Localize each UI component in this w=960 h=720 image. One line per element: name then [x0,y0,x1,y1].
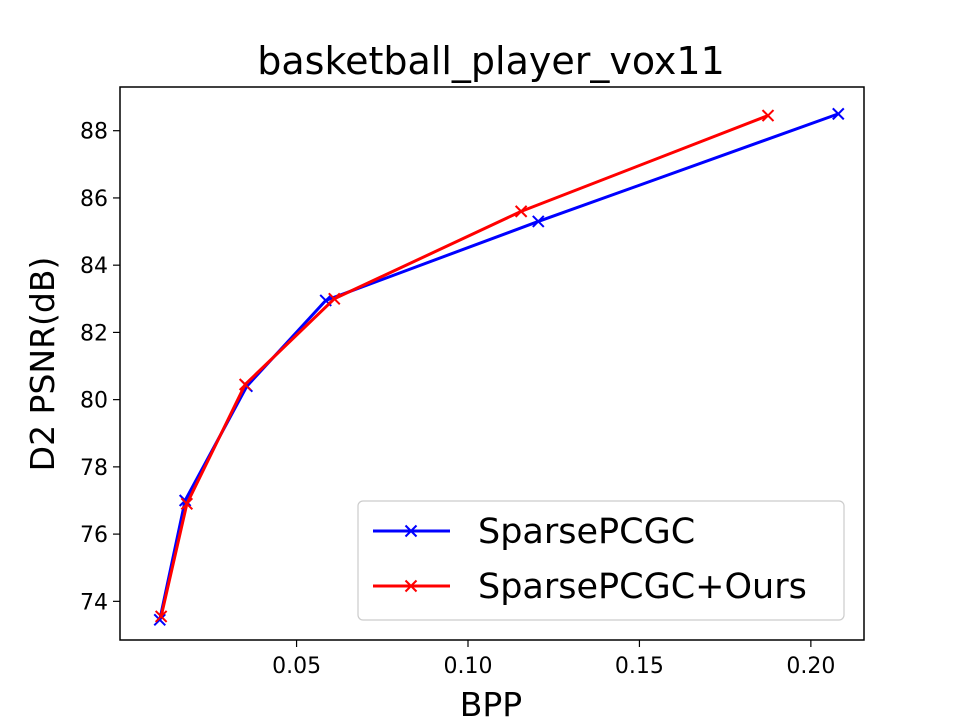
legend-marker-2 [404,579,418,593]
series-1-point-1 [153,613,166,627]
series-1-point-5-stroke-b [532,215,545,228]
plot-area [153,107,845,627]
series-line-2 [159,114,769,617]
series-2-point-3-stroke-b [238,378,252,391]
series-2-point-2 [180,497,194,511]
y-tick-label: 82 [80,321,108,346]
legend: SparsePCGC SparsePCGC+Ours [357,500,845,621]
x-tick-label: 0.15 [615,654,664,679]
x-tick-label: 0.05 [272,654,321,679]
x-tick-label: 0.10 [444,654,493,679]
series-2-point-2-stroke-b [180,497,194,511]
y-tick-label: 78 [80,456,108,481]
y-tick-label: 76 [80,523,108,548]
ticks: 0.05 0.10 0.15 0.20 74 76 78 80 82 84 86 88 [80,120,835,679]
series-2-point-5-stroke-b [514,205,528,218]
series-1-point-6 [832,107,845,121]
series-2-point-4-stroke-b [328,292,341,305]
x-tick-label: 0.20 [786,654,835,679]
series-2-point-5 [514,205,528,218]
series-2-point-4 [328,292,341,305]
legend-label-2: SparsePCGC+Ours [478,567,807,607]
series-2-point-3 [238,378,252,391]
y-tick-label: 84 [80,254,108,279]
series-1-point-5 [532,215,545,228]
y-tick-label: 88 [80,120,108,145]
series-2-point-1-stroke-b [154,610,168,623]
series-1-point-1-stroke-b [153,613,166,627]
chart-title: basketball_player_vox11 [257,39,725,83]
legend-marker-2-stroke-b [404,579,418,593]
legend-box [357,500,845,621]
series-2-point-1 [154,610,168,623]
y-tick-label: 80 [80,389,108,414]
series-1-point-6-stroke-b [832,107,845,121]
plot-frame [119,86,865,641]
legend-label-1: SparsePCGC [478,512,695,552]
y-tick-label: 86 [80,187,108,212]
legend-marker-1 [404,524,418,538]
series-2-point-6-stroke-b [761,109,775,122]
y-tick-label: 74 [80,590,108,615]
x-axis-label: BPP [460,685,522,720]
y-axis-label: D2 PSNR(dB) [23,257,62,472]
legend-marker-1-stroke-b [404,524,418,538]
series-1-point-4-stroke-b [319,294,332,307]
series-2-point-6 [761,109,775,122]
